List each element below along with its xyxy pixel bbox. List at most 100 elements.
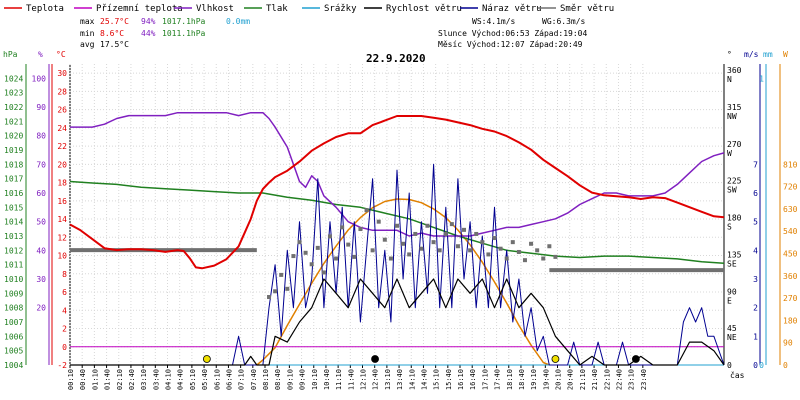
tick-label-time: 21:10 [579, 369, 587, 390]
tick-label-ms: 6 [753, 189, 758, 198]
wind-direction-point [455, 244, 460, 249]
tick-label-hpa: 1008 [4, 304, 23, 313]
axis-header-deg: ° [727, 50, 732, 59]
tick-label-time: 19:10 [530, 369, 538, 390]
tick-label-compass: SE [727, 259, 737, 268]
wind-direction-point [480, 240, 485, 245]
wind-direction-point [425, 223, 430, 228]
tick-label-time: 23:40 [640, 369, 648, 390]
hpa-axis: 1004 1005 1006 1007 1008 1009 1010 1011 1012 1013… [4, 64, 27, 370]
tick-label-compass: SW [727, 186, 737, 195]
stat-max-label: max [80, 17, 95, 26]
wind-direction-point [285, 286, 290, 291]
legend-label-tlak: Tlak [266, 4, 288, 14]
tick-label-w: 90 [783, 339, 793, 348]
tick-label-hpa: 1017 [4, 175, 23, 184]
wind-direction-point [401, 241, 406, 246]
tick-label-time: 21:40 [591, 369, 599, 390]
tick-label-hpa: 1024 [4, 74, 23, 83]
stats-block: max 25.7°C 94% 1017.1hPa 0.0mm min 8.6°C… [80, 17, 250, 49]
tick-label-time: 22:40 [615, 369, 623, 390]
tick-label-c: 8 [62, 270, 67, 279]
tick-label-hpa: 1022 [4, 103, 23, 112]
wind-direction-point [492, 236, 497, 241]
tick-label-compass: NW [727, 112, 737, 121]
tick-label-compass: W [727, 149, 732, 158]
tick-label-c: 0 [62, 343, 67, 352]
tick-label-w: 360 [783, 272, 798, 281]
tick-label-pct: 20 [36, 304, 46, 313]
wind-direction-point [486, 252, 491, 257]
tick-label-time: 18:40 [518, 369, 526, 390]
tick-label-time: 04:10 [165, 369, 173, 390]
tick-label-time: 13:10 [384, 369, 392, 390]
stat-min-label: min [80, 29, 95, 38]
wind-direction-point [388, 256, 393, 261]
tick-label-time: 03:10 [140, 369, 148, 390]
tick-label-c: 2 [62, 325, 67, 334]
wind-direction-point [370, 248, 375, 253]
tick-label-hpa: 1009 [4, 289, 23, 298]
tick-label-deg: 360 [727, 66, 742, 75]
tick-label-c: 18 [57, 179, 67, 188]
tick-label-c: 30 [57, 69, 67, 78]
events-layer [202, 355, 640, 363]
tick-label-time: 12:10 [360, 369, 368, 390]
rain-axis: 01 [759, 64, 767, 370]
tick-label-pct: 80 [36, 132, 46, 141]
wind-direction-point [413, 231, 418, 236]
wind-direction-point [553, 254, 558, 259]
tick-label-time: 03:40 [152, 369, 160, 390]
tick-label-ms: 5 [753, 218, 758, 227]
tick-label-time: 15:40 [445, 369, 453, 390]
tick-label-time: 13:40 [396, 369, 404, 390]
tick-label-time: 16:10 [457, 369, 465, 390]
legend-label-rychlost-vetru: Rychlost větru [386, 4, 462, 14]
tick-label-w: 810 [783, 160, 798, 169]
humidity-axis: 20 30 40 50 60 70 80 90 100 [32, 64, 50, 365]
tick-label-time: 15:10 [433, 369, 441, 390]
solar-axis: 0 90 180 270 360 450 540 630 720 810 [779, 64, 798, 370]
tick-label-time: 14:10 [408, 369, 416, 390]
tick-label-hpa: 1014 [4, 218, 23, 227]
time-axis: 00:10 00:40 01:10 01:40 02:10 02:40 03:10 03:40… [67, 365, 648, 390]
tick-label-time: 14:40 [420, 369, 428, 390]
tick-label-mm: 0 [759, 361, 764, 370]
wind-direction-point [303, 250, 308, 255]
tick-label-hpa: 1023 [4, 89, 23, 98]
tick-label-time: 16:40 [469, 369, 477, 390]
tick-label-hpa: 1006 [4, 332, 23, 341]
stat-max-temp: 25.7°C [100, 17, 129, 26]
sun-event-icon [551, 355, 560, 363]
sun-event-icon [202, 355, 211, 363]
axis-header-mm: mm [763, 50, 773, 59]
axis-header-hpa: hPa [3, 50, 18, 59]
tick-label-time: 08:10 [262, 369, 270, 390]
tick-label-compass: E [727, 296, 732, 305]
tick-label-deg: 315 [727, 103, 742, 112]
tick-label-time: 20:10 [555, 369, 563, 390]
axis-header-ms: m/s [744, 50, 759, 59]
wind-direction-point [273, 289, 278, 294]
tick-label-hpa: 1016 [4, 189, 23, 198]
series-layer [69, 111, 725, 366]
tick-label-w: 0 [783, 361, 788, 370]
tick-label-w: 270 [783, 294, 798, 303]
info-block: WS:4.1m/s WG:6.3m/s Slunce Východ:06:53 … [438, 17, 587, 49]
tick-label-time: 17:10 [481, 369, 489, 390]
stat-min-temp: 8.6°C [100, 29, 124, 38]
series-rychlost-vetru [70, 278, 725, 366]
axis-headers: hPa % °C ° m/s mm W [3, 50, 788, 59]
tick-label-c: 20 [57, 160, 67, 169]
tick-label-hpa: 1007 [4, 318, 23, 327]
wind-direction-point [510, 240, 515, 245]
tick-label-deg: 0 [727, 361, 732, 370]
tick-label-ms: 7 [753, 160, 758, 169]
tick-label-time: 02:40 [128, 369, 136, 390]
tick-label-time: 10:10 [311, 369, 319, 390]
tick-label-w: 720 [783, 183, 798, 192]
wind-direction-point [468, 248, 473, 253]
moon-event-icon [371, 355, 379, 363]
axis-header-w: W [783, 50, 788, 59]
legend-label-smer-vetru: Směr větru [560, 4, 614, 14]
